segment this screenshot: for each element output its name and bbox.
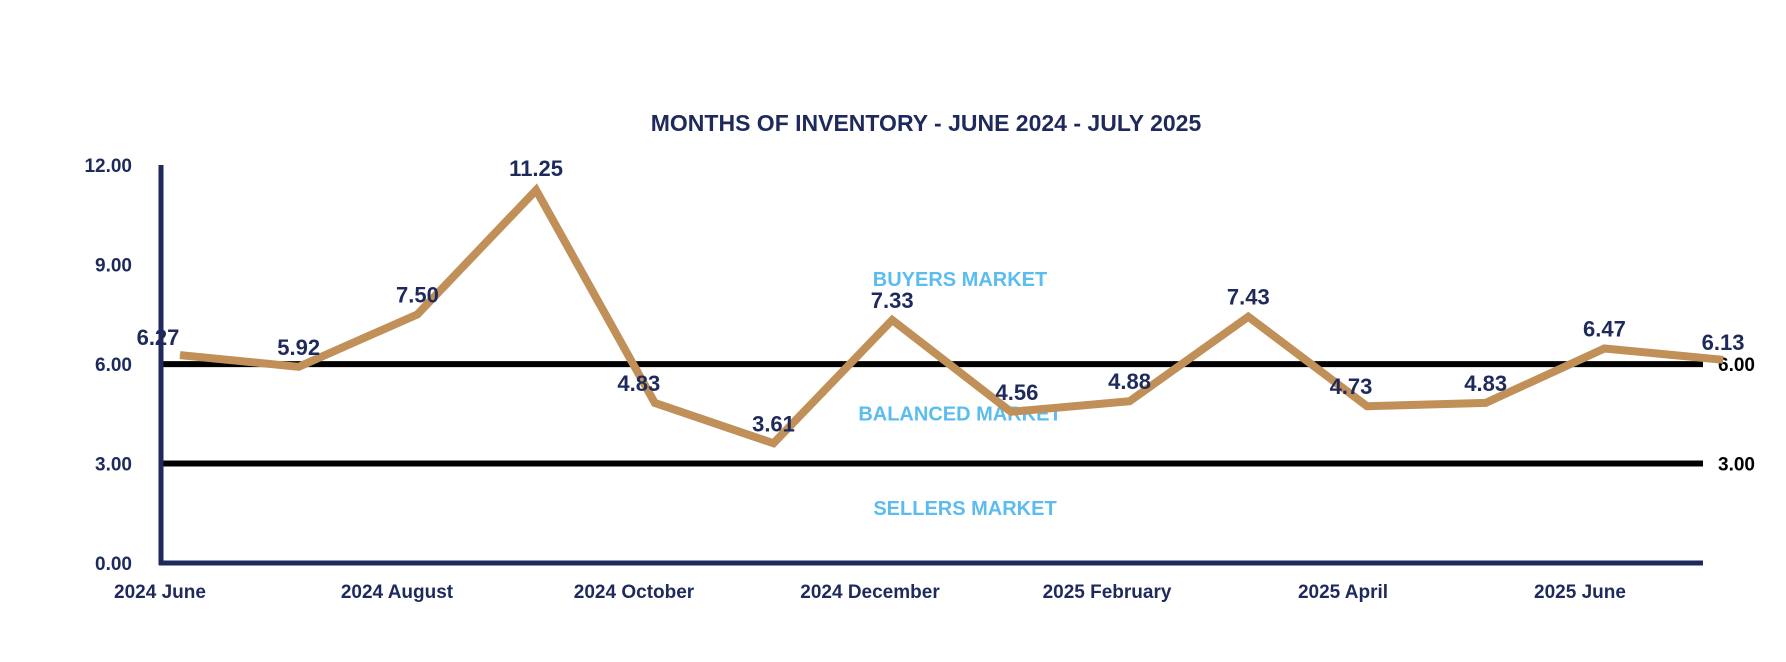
y-tick-labels: 0.00 3.00 6.00 9.00 12.00 [84,156,132,575]
data-point [1485,402,1487,404]
data-point [179,354,181,356]
data-point [1366,405,1368,407]
data-label: 4.83 [1464,371,1507,396]
data-point [1722,359,1724,361]
data-labels: 6.27 5.92 7.50 11.25 4.83 3.61 7.33 4.56 4.88 7.4… [137,156,1745,436]
data-label: 4.83 [617,371,660,396]
x-tick-label: 2024 October [574,582,695,603]
data-point [535,189,537,191]
data-point [298,366,300,368]
data-point [891,319,893,321]
data-label: 3.61 [752,411,795,436]
zone-label-sellers: SELLERS MARKET [873,498,1056,520]
data-point [773,442,774,444]
data-point [416,313,418,315]
x-tick-label: 2024 August [341,582,454,603]
data-label: 7.50 [396,282,439,307]
data-point [1247,316,1249,318]
series-line [179,183,1724,448]
data-label: 6.27 [137,325,180,350]
y-tick-label: 12.00 [84,156,132,177]
x-tick-label: 2025 February [1043,582,1172,603]
data-point [1603,348,1605,350]
y-tick-label: 0.00 [95,554,132,575]
data-label: 11.25 [509,156,563,181]
data-label: 6.47 [1583,317,1626,342]
data-label: 6.13 [1702,330,1745,355]
axes [158,165,1703,566]
reference-lines: 6.00 3.00 [161,355,1755,476]
data-label: 4.88 [1108,369,1151,394]
data-point [654,402,656,404]
data-point [1010,411,1012,413]
y-tick-label: 9.00 [95,256,132,277]
data-point [1129,400,1131,402]
data-label: 5.92 [277,335,320,360]
x-tick-label: 2025 April [1298,582,1388,603]
zone-label-buyers: BUYERS MARKET [873,269,1047,291]
y-tick-label: 6.00 [95,355,132,376]
data-label: 4.56 [995,380,1038,405]
reference-line-label: 3.00 [1718,455,1755,476]
x-tick-labels: 2024 June 2024 August 2024 October 2024 Dec… [114,582,1626,603]
data-label: 7.43 [1227,285,1270,310]
x-tick-label: 2024 June [114,582,206,603]
y-tick-label: 3.00 [95,455,132,476]
reference-line-label: 6.00 [1718,355,1755,376]
data-label: 7.33 [871,288,914,313]
data-label: 4.73 [1330,374,1373,399]
x-tick-label: 2024 December [800,582,940,603]
chart-title: MONTHS OF INVENTORY - JUNE 2024 - JULY 2… [651,110,1202,136]
series-polyline [179,183,1724,448]
x-tick-label: 2025 June [1534,582,1626,603]
